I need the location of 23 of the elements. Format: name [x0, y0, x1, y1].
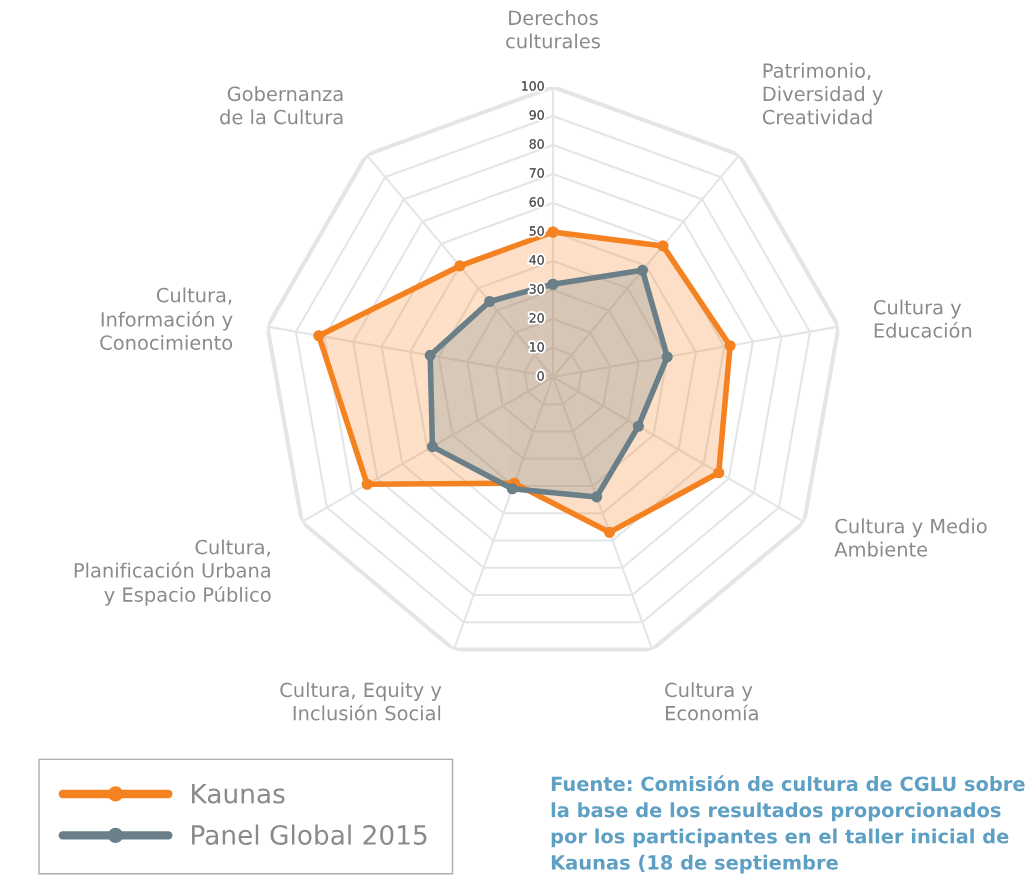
spoke-label: Cultura, Planificación Urbana y Espacio Público [74, 539, 271, 606]
spoke-label: Derechos culturales [506, 10, 600, 49]
y-tick-label: 70 [529, 168, 544, 178]
y-tick-label: 30 [529, 284, 544, 294]
legend-label: Panel Global 2015 [192, 824, 427, 845]
spoke-label: Cultura, Información y Conocimiento [100, 287, 233, 350]
y-tick-label: 10 [530, 342, 544, 352]
spoke-label: Cultura y Economía [665, 682, 758, 721]
legend-label: Kaunas [192, 783, 285, 804]
y-tick-label: 0 [537, 371, 544, 381]
spoke-label: Cultura y Medio Ambiente [834, 518, 987, 557]
y-tick-label: 60 [529, 197, 544, 207]
y-tick-label: 100 [522, 81, 544, 91]
spoke-label: Cultura y Educación [873, 299, 972, 338]
spoke-label: Cultura, Equity y Inclusión Social [280, 682, 442, 721]
spoke-label: Gobernanza de la Cultura [220, 86, 343, 125]
y-tick-label: 90 [529, 110, 544, 120]
spoke-label: Patrimonio, Diversidad y Creatividad [762, 62, 883, 125]
y-tick-label: 40 [529, 255, 544, 265]
y-tick-label: 80 [529, 139, 544, 149]
y-tick-label: 20 [529, 313, 544, 323]
y-tick-label: 50 [529, 226, 544, 236]
source-note: Fuente: Comisión de cultura de CGLU sobre la base de los resultados proporcionados por los participantes en el taller inicial de Kaunas (18 de septiembre [551, 775, 1025, 874]
